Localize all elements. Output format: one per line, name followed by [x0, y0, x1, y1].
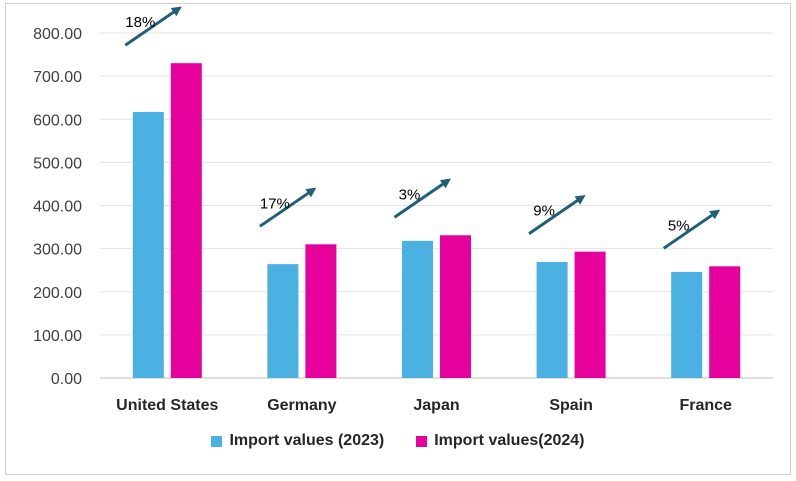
y-tick-label: 400.00 — [33, 199, 82, 216]
y-tick-label: 300.00 — [33, 242, 82, 259]
growth-arrow — [259, 187, 317, 228]
x-category-label: Japan — [413, 397, 459, 414]
growth-arrow — [662, 209, 721, 250]
legend-swatch-2023 — [211, 435, 223, 447]
growth-arrow — [528, 194, 586, 235]
bar-2024 — [574, 251, 606, 378]
legend-label-2023: Import values (2023) — [229, 432, 385, 449]
bar-2024 — [709, 266, 741, 378]
growth-arrow — [393, 178, 451, 219]
bar-2023 — [536, 261, 568, 378]
y-tick-label: 800.00 — [33, 26, 82, 43]
bar-2023 — [267, 264, 299, 378]
y-tick-label: 600.00 — [33, 112, 82, 129]
bar-2024 — [305, 244, 337, 378]
growth-arrow — [124, 6, 182, 47]
growth-label: 3% — [399, 186, 421, 203]
growth-label: 18% — [125, 14, 155, 31]
growth-label: 5% — [668, 217, 690, 234]
x-category-label: France — [679, 397, 732, 414]
bar-2023 — [132, 111, 164, 378]
bar-2023 — [402, 240, 433, 378]
x-category-label: United States — [116, 397, 218, 414]
growth-label: 9% — [533, 203, 555, 220]
y-tick-label: 200.00 — [33, 285, 82, 302]
legend-swatch-2024 — [416, 435, 428, 447]
growth-label: 17% — [260, 195, 290, 212]
legend-label-2024: Import values(2024) — [434, 432, 585, 449]
legend-item-2023: Import values (2023) — [211, 432, 384, 450]
y-tick-label: 0.00 — [51, 371, 82, 388]
bar-2023 — [671, 271, 703, 378]
x-category-label: Spain — [549, 397, 593, 414]
x-category-label: Germany — [267, 397, 336, 414]
y-tick-label: 500.00 — [33, 155, 82, 172]
legend: Import values (2023) Import values(2024) — [0, 432, 796, 450]
bar-2024 — [440, 235, 471, 378]
bar-2024 — [170, 63, 202, 378]
y-tick-label: 700.00 — [33, 69, 82, 86]
legend-item-2024: Import values(2024) — [416, 432, 585, 450]
y-tick-label: 100.00 — [33, 328, 82, 345]
